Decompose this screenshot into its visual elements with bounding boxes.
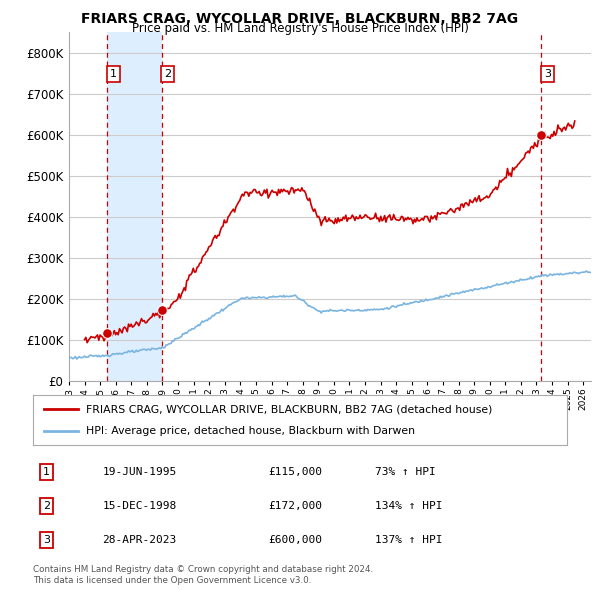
Text: 19-JUN-1995: 19-JUN-1995: [103, 467, 176, 477]
Text: HPI: Average price, detached house, Blackburn with Darwen: HPI: Average price, detached house, Blac…: [86, 427, 415, 437]
Text: 137% ↑ HPI: 137% ↑ HPI: [375, 535, 442, 545]
Bar: [107, 32, 162, 381]
Text: £172,000: £172,000: [268, 501, 322, 511]
Text: This data is licensed under the Open Government Licence v3.0.: This data is licensed under the Open Gov…: [33, 576, 311, 585]
Text: FRIARS CRAG, WYCOLLAR DRIVE, BLACKBURN, BB2 7AG (detached house): FRIARS CRAG, WYCOLLAR DRIVE, BLACKBURN, …: [86, 404, 493, 414]
Text: 15-DEC-1998: 15-DEC-1998: [103, 501, 176, 511]
Text: 73% ↑ HPI: 73% ↑ HPI: [375, 467, 436, 477]
Text: 2: 2: [164, 69, 172, 79]
Text: 1: 1: [110, 69, 117, 79]
Text: 3: 3: [43, 535, 50, 545]
Text: Contains HM Land Registry data © Crown copyright and database right 2024.: Contains HM Land Registry data © Crown c…: [33, 565, 373, 574]
Text: 134% ↑ HPI: 134% ↑ HPI: [375, 501, 442, 511]
Text: 2: 2: [43, 501, 50, 511]
Text: Price paid vs. HM Land Registry's House Price Index (HPI): Price paid vs. HM Land Registry's House …: [131, 22, 469, 35]
Text: 3: 3: [544, 69, 551, 79]
Text: 28-APR-2023: 28-APR-2023: [103, 535, 176, 545]
Text: 1: 1: [43, 467, 50, 477]
Text: £115,000: £115,000: [268, 467, 322, 477]
Text: FRIARS CRAG, WYCOLLAR DRIVE, BLACKBURN, BB2 7AG: FRIARS CRAG, WYCOLLAR DRIVE, BLACKBURN, …: [82, 12, 518, 26]
Text: £600,000: £600,000: [268, 535, 322, 545]
